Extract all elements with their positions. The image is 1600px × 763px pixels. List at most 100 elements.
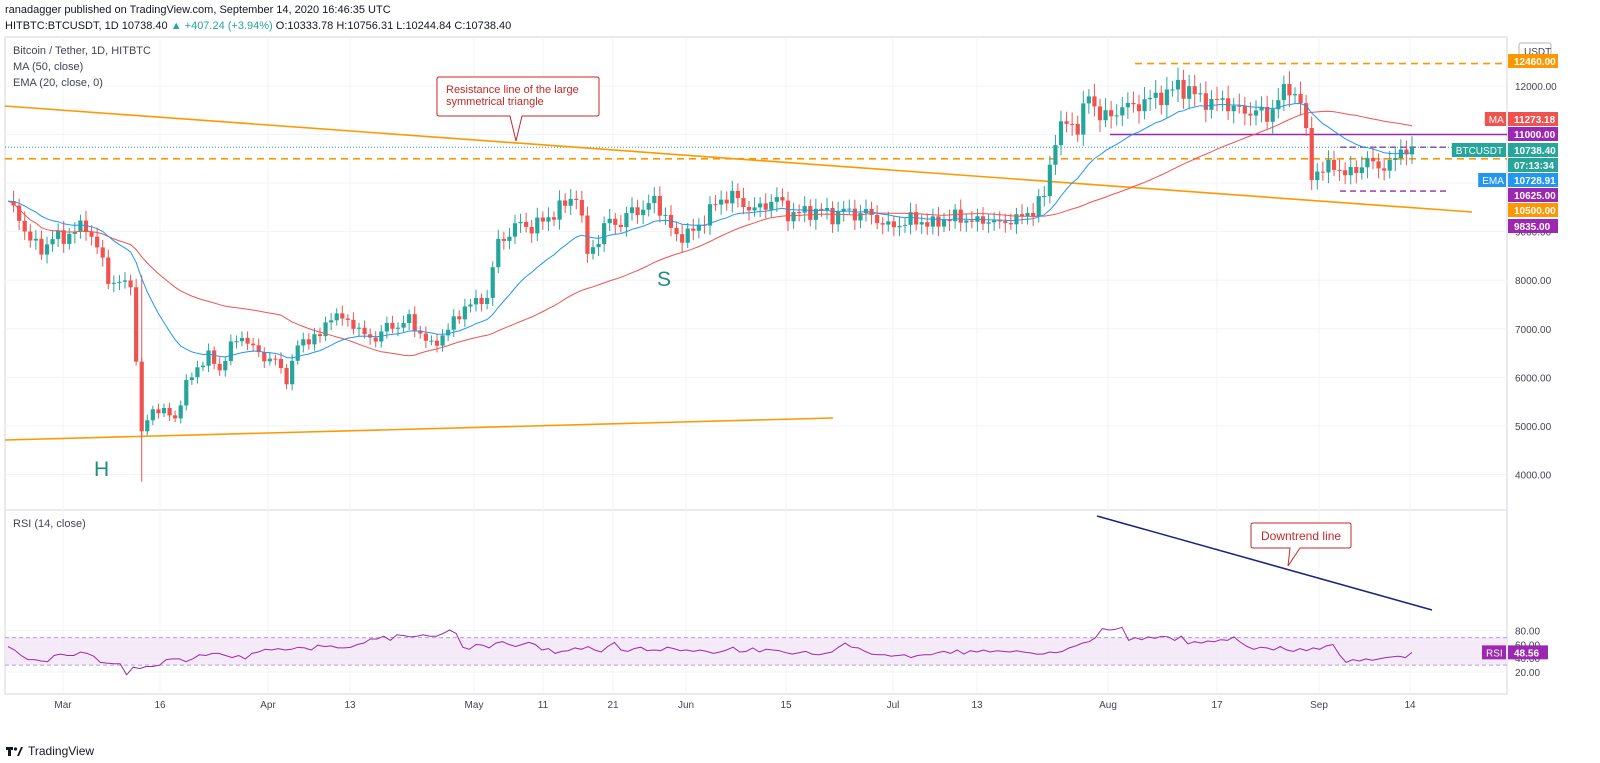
candle-body: [1354, 167, 1359, 173]
candle-body: [256, 345, 261, 353]
candle-body: [412, 314, 417, 331]
footer-brand[interactable]: TradingView: [6, 744, 94, 758]
candle-body: [440, 335, 445, 346]
price-label-box: [1508, 188, 1558, 202]
candle-body: [1253, 110, 1259, 116]
price-tag-box: [1451, 143, 1506, 157]
candle-body: [992, 220, 997, 223]
candle-body: [401, 323, 406, 328]
candle-body: [284, 368, 289, 385]
candle-body: [178, 405, 183, 419]
candle-body: [89, 232, 94, 237]
candle-body: [223, 361, 228, 371]
candle-body: [797, 212, 802, 214]
candle-body: [674, 227, 679, 235]
candle-body: [1304, 103, 1309, 129]
candle-body: [902, 224, 908, 226]
candle-body: [808, 206, 813, 220]
candle-body: [953, 209, 958, 222]
candle-body: [189, 377, 194, 381]
candle-body: [635, 207, 640, 216]
candle-body: [897, 225, 902, 228]
candle-body: [212, 350, 217, 364]
candle-body: [891, 221, 896, 228]
triangle-trendlines: [4, 105, 1473, 441]
candle-body: [847, 208, 852, 210]
price-label-text: 11273.18: [1514, 115, 1556, 126]
gridlines: [5, 37, 1507, 694]
time-tick-label: May: [465, 700, 484, 711]
candle-body: [1315, 171, 1320, 181]
price-tick-label: 9000.00: [1515, 228, 1552, 239]
candle-body: [1281, 84, 1286, 101]
pattern-label-h: H: [94, 458, 109, 481]
legend-title: Bitcoin / Tether, 1D, HITBTC: [13, 45, 151, 57]
candle-body: [574, 198, 579, 200]
rsi-pane: [5, 515, 1507, 676]
candle-body: [936, 216, 941, 227]
candle-body: [150, 409, 155, 421]
candle-body: [836, 211, 841, 225]
candle-body: [1148, 97, 1153, 100]
candle-body: [680, 234, 685, 243]
candle-body: [1187, 86, 1192, 99]
candle-body: [986, 222, 991, 224]
candle-body: [1170, 89, 1175, 91]
candlesticks: [11, 67, 1415, 482]
candle-body: [1376, 161, 1381, 169]
candle-body: [1242, 105, 1247, 114]
candle-body: [1382, 168, 1387, 171]
candle-body: [1075, 123, 1080, 135]
candle-body: [479, 297, 484, 304]
ma50-line: [7, 110, 1413, 357]
candle-body: [117, 281, 122, 283]
time-tick-label: 17: [1211, 700, 1223, 711]
price-chart[interactable]: Resistance line of the largesymmetrical …: [0, 0, 1600, 740]
candle-body: [551, 217, 557, 220]
candle-body: [234, 341, 239, 343]
candle-body: [161, 407, 167, 414]
candle-body: [613, 218, 618, 225]
candle-body: [473, 297, 479, 305]
candle-body: [245, 337, 250, 344]
candle-body: [512, 223, 518, 237]
candle-body: [930, 216, 935, 227]
candle-body: [858, 213, 863, 221]
candle-body: [262, 352, 267, 362]
time-tick-label: 13: [971, 700, 983, 711]
candle-body: [1348, 167, 1353, 176]
candle-body: [663, 214, 668, 216]
candle-body: [423, 333, 428, 341]
candle-body: [122, 280, 128, 282]
candle-body: [1393, 158, 1398, 160]
candle-body: [1136, 104, 1142, 112]
candle-body: [1164, 89, 1169, 106]
price-tick-label: 8000.00: [1515, 276, 1552, 287]
candle-body: [769, 201, 774, 210]
candle-body: [1142, 99, 1147, 112]
candle-body: [1036, 196, 1041, 217]
candle-body: [418, 330, 423, 334]
time-axis: Mar 16 Apr 13 May 11 21 Jun 15 Jul 13 Aug 17 Sep 14: [54, 700, 1416, 711]
rsi-tag-box: [1482, 645, 1506, 660]
candle-body: [641, 209, 646, 216]
time-tick-label: 21: [607, 700, 619, 711]
candle-body: [629, 207, 635, 214]
candle-body: [646, 203, 651, 210]
candle-body: [1086, 96, 1091, 104]
candle-body: [111, 282, 116, 284]
candle-body: [340, 313, 345, 319]
candle-body: [1131, 102, 1136, 105]
candle-body: [1198, 93, 1203, 95]
candle-body: [741, 198, 746, 208]
candle-body: [958, 209, 963, 223]
candle-body: [1404, 149, 1409, 155]
time-tick-label: Jul: [887, 700, 900, 711]
candle-body: [880, 223, 885, 225]
candle-body: [317, 334, 323, 337]
candle-body: [824, 207, 830, 211]
legend-ma: MA (50, close): [13, 61, 84, 73]
rsi-tag-text: RSI: [1486, 648, 1503, 659]
candle-body: [529, 226, 534, 234]
candle-body: [752, 207, 757, 211]
